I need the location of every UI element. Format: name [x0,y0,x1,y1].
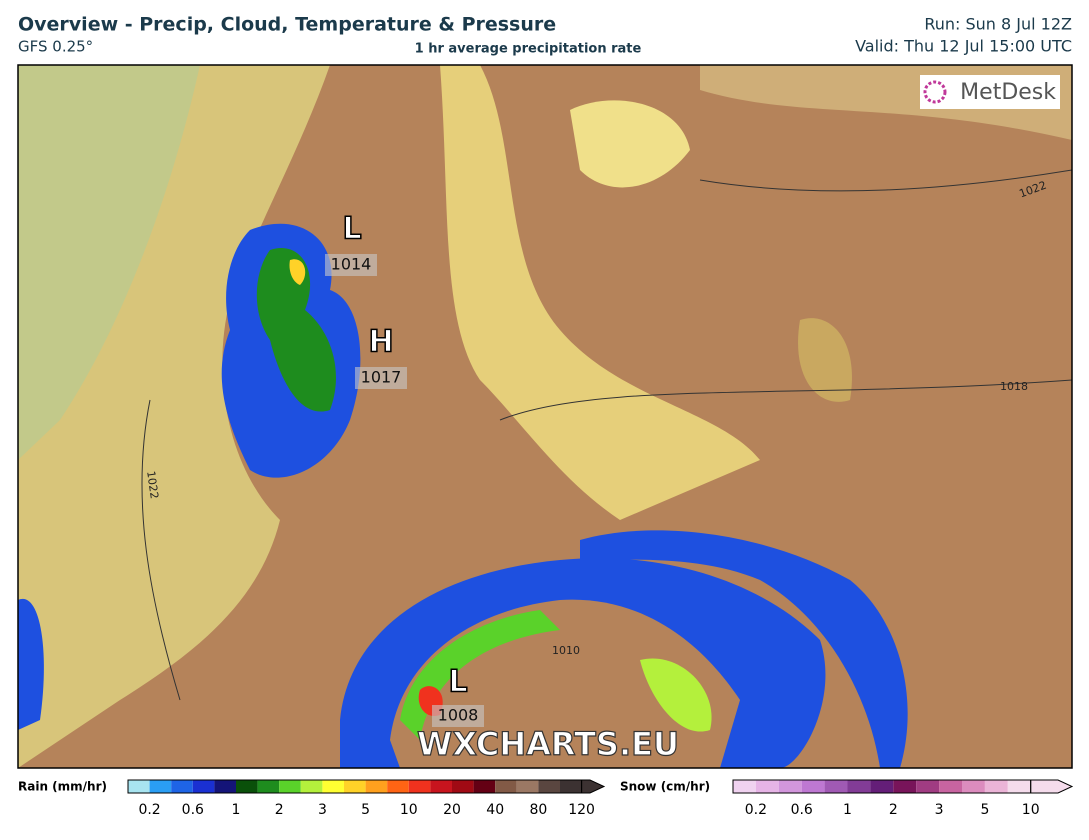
legend-swatch [801,780,825,793]
legend-swatch [128,780,150,793]
legend-swatch [452,780,474,793]
precip [580,530,908,768]
legend-label: 80 [529,802,547,818]
legend-swatch [473,780,496,793]
pressure-value: 1017 [361,368,402,387]
legend-swatch [300,780,323,793]
precip [640,658,712,732]
map-frame [17,64,1073,769]
legend-label: 1 [232,802,241,818]
legend-title: Snow (cm/hr) [620,780,710,794]
legend-swatch [192,780,215,793]
legend-swatch [870,780,894,793]
legend-swatch [387,780,409,793]
legend-swatch [257,780,280,793]
legend-swatch [279,780,301,793]
legend-label: 3 [318,802,327,818]
legend-swatch [560,780,582,793]
legend-label: 120 [568,802,595,818]
isobar [499,379,1072,421]
legend-swatch [344,780,366,793]
pressure-value-box [355,367,407,389]
pressure-value: 1008 [438,706,479,725]
map: MetDesk WXCHARTS.EU [17,64,1073,769]
legend-swatch [408,780,431,793]
precip [18,598,44,730]
legend-swatch [495,780,517,793]
legend-swatch [916,780,940,793]
legend-swatch [214,780,236,793]
legend-label: 10 [1022,802,1040,818]
legend-label: 0.2 [138,802,160,818]
legend-swatch [755,780,779,793]
precip [400,610,560,740]
lake [798,318,852,402]
legend-label: 40 [486,802,504,818]
isobar-label: 1010 [552,644,580,657]
pressure-value: 1014 [331,255,372,274]
logo-icon [923,80,947,104]
legend-arrow [581,779,606,794]
legend-swatch [962,780,985,793]
run: Run: Sun 8 Jul 12Z [924,15,1072,34]
legend-title: Rain (mm/hr) [18,780,107,794]
isobar [699,169,1072,192]
isobar-label: 1022 [144,470,161,500]
isobar [141,399,181,701]
legend-label: 0.6 [182,802,204,818]
pressure-center: L [448,665,467,700]
legend-swatch [322,780,344,793]
title: Overview - Precip, Cloud, Temperature & … [18,14,556,36]
legend-swatch [430,780,452,793]
legend-swatch [824,780,848,793]
legend-swatch [516,780,539,793]
lake [570,100,690,188]
valid: Valid: Thu 12 Jul 15:00 UTC [855,37,1072,56]
pressure-center: L [342,212,361,247]
legend-swatch [847,780,871,793]
pressure-value-box [432,705,484,727]
legend-swatch [893,780,917,793]
legend-swatch [171,780,193,793]
legend-arrow [1030,779,1074,794]
legend-swatch [365,780,388,793]
subtitle: 1 hr average precipitation rate [415,42,642,57]
pressure-value-box [325,254,377,276]
legend-label: 10 [400,802,418,818]
pressure-center: H [368,325,393,360]
legend-label: 0.6 [791,802,813,818]
legend-swatch [538,780,560,793]
legend-label: 0.2 [745,802,767,818]
legend-swatch [149,780,172,793]
legend-label: 5 [980,802,989,818]
logo-box [920,75,1060,109]
legend-label: 1 [843,802,852,818]
legend-swatch [236,780,258,793]
model: GFS 0.25° [18,38,93,56]
sea [18,65,200,460]
legend-swatch [1007,780,1031,793]
legend-frame [127,779,583,794]
isobar-label: 1018 [1000,380,1028,393]
precip [289,259,306,285]
legend-swatch [939,780,962,793]
legend: Rain (mm/hr) 0.2 0.6 1 2 3 5 10 20 40 80 120 Snow (c… [18,779,1074,818]
legend-label: 5 [361,802,370,818]
sea [440,65,760,520]
legend-frame [732,779,1032,794]
precip [256,248,336,412]
legend-label: 2 [275,802,284,818]
legend-swatch [733,780,756,793]
legend-label: 2 [889,802,898,818]
legend-swatch [778,780,802,793]
legend-label: 20 [443,802,461,818]
legend-swatch [984,780,1008,793]
watermark: WXCHARTS.EU [417,725,679,763]
logo: MetDesk [960,80,1056,105]
legend-label: 3 [935,802,944,818]
